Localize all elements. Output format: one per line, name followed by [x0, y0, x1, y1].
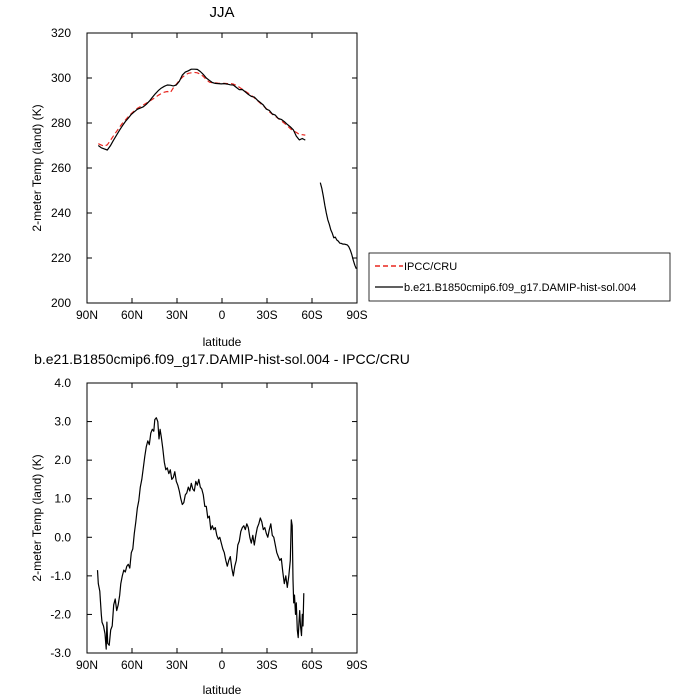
bottom-y-tick-label: 0.0 — [54, 530, 71, 544]
bottom-x-tick-label: 60N — [121, 658, 143, 672]
bottom-y-tick-label: 4.0 — [54, 376, 71, 390]
legend-label-ipcc-cru: IPCC/CRU — [404, 261, 457, 273]
top-chart-ylabel: 2-meter Temp (land) (K) — [30, 104, 44, 231]
top-y-tick-label: 300 — [51, 71, 71, 85]
top-x-tick-label: 30N — [166, 308, 188, 322]
bottom-chart-ylabel: 2-meter Temp (land) (K) — [30, 454, 44, 581]
top-series-0-line — [98, 71, 306, 147]
bottom-chart-xlabel: latitude — [203, 683, 242, 697]
bottom-x-tick-label: 90N — [76, 658, 98, 672]
bottom-y-tick-label: -3.0 — [50, 646, 71, 660]
bottom-x-tick-label: 30S — [256, 658, 277, 672]
top-x-tick-label: 30S — [256, 308, 277, 322]
bottom-x-tick-label: 30N — [166, 658, 188, 672]
top-x-tick-label: 0 — [219, 308, 226, 322]
top-x-tick-label: 60N — [121, 308, 143, 322]
bottom-x-tick-label: 0 — [219, 658, 226, 672]
bottom-x-tick-label: 90S — [346, 658, 367, 672]
bottom-y-tick-label: 3.0 — [54, 415, 71, 429]
top-series-1-line-segment-1 — [319, 182, 357, 270]
top-chart-title: JJA — [209, 4, 234, 21]
top-y-tick-label: 200 — [51, 296, 71, 310]
bottom-chart-title: b.e21.B1850cmip6.f09_g17.DAMIP-hist-sol.… — [34, 351, 410, 367]
legend-box — [368, 252, 671, 302]
top-x-tick-label: 90S — [346, 308, 367, 322]
top-chart-panel: JJA 2-meter Temp (land) (K) latitude 90N… — [30, 4, 368, 349]
bottom-chart-ticks: 90N 60N 30N 0 30S 60S 90S -3.0 -2.0 -1.0 0.0 1.0 2.0… — [50, 376, 367, 672]
bottom-chart-series — [96, 417, 305, 650]
bottom-chart-panel: b.e21.B1850cmip6.f09_g17.DAMIP-hist-sol.… — [30, 351, 410, 697]
bottom-chart-frame — [86, 382, 358, 654]
top-y-tick-label: 220 — [51, 251, 71, 265]
top-chart-series — [97, 68, 357, 270]
bottom-series-0-line — [96, 417, 305, 650]
top-y-tick-label: 320 — [51, 26, 71, 40]
legend: IPCC/CRU b.e21.B1850cmip6.f09_g17.DAMIP-… — [368, 252, 671, 302]
bottom-y-tick-label: -1.0 — [50, 569, 71, 583]
top-y-tick-label: 260 — [51, 161, 71, 175]
bottom-y-tick-label: -2.0 — [50, 607, 71, 621]
bottom-y-tick-label: 2.0 — [54, 453, 71, 467]
legend-label-model: b.e21.B1850cmip6.f09_g17.DAMIP-hist-sol.… — [404, 282, 636, 294]
bottom-y-tick-label: 1.0 — [54, 492, 71, 506]
top-x-tick-label: 90N — [76, 308, 98, 322]
top-series-1-line-segment-0 — [97, 68, 306, 151]
top-y-tick-label: 240 — [51, 206, 71, 220]
bottom-x-tick-label: 60S — [301, 658, 322, 672]
top-y-tick-label: 280 — [51, 116, 71, 130]
top-chart-frame — [86, 32, 358, 304]
top-x-tick-label: 60S — [301, 308, 322, 322]
top-chart-ticks: 90N 60N 30N 0 30S 60S 90S 200 220 240 260 280 300 320 — [51, 26, 368, 322]
top-chart-xlabel: latitude — [203, 335, 242, 349]
